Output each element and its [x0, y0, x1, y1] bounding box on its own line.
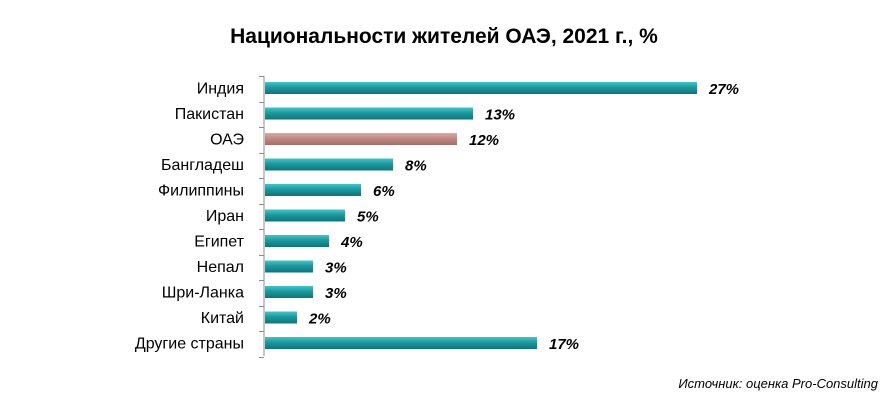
category-label: Иран	[206, 208, 244, 225]
category-label: Пакистан	[175, 106, 244, 123]
bar	[265, 107, 473, 120]
value-label: 5%	[357, 209, 379, 226]
value-label: 12%	[469, 132, 499, 149]
value-label: 3%	[325, 260, 347, 277]
bar	[265, 82, 697, 94]
value-label: 6%	[373, 183, 395, 200]
value-label: 3%	[325, 285, 347, 302]
bar	[265, 158, 393, 171]
category-label: Индия	[197, 81, 244, 98]
category-label: Другие страны	[135, 336, 244, 353]
category-label: Непал	[197, 259, 244, 276]
bar	[265, 209, 345, 222]
value-label: 13%	[485, 107, 515, 124]
value-label: 2%	[308, 311, 331, 328]
category-label: Китай	[201, 310, 244, 327]
category-label: ОАЭ	[210, 132, 244, 149]
bar	[265, 311, 297, 324]
value-label: 8%	[405, 158, 427, 175]
bar	[265, 184, 361, 196]
category-label: Шри-Ланка	[162, 285, 244, 302]
bar	[265, 286, 313, 298]
category-label: Египет	[194, 234, 244, 251]
chart-source: Источник: оценка Pro-Consulting	[678, 376, 878, 391]
value-label: 17%	[549, 336, 579, 353]
chart-title: Национальности жителей ОАЭ, 2021 г., %	[230, 25, 658, 48]
value-label: 27%	[708, 81, 739, 98]
bar	[265, 337, 537, 349]
value-label: 4%	[340, 234, 363, 251]
bar	[265, 260, 313, 273]
category-label: Филиппины	[158, 183, 244, 200]
category-label: Бангладеш	[161, 157, 244, 174]
bar	[265, 133, 457, 145]
bar	[265, 235, 329, 247]
